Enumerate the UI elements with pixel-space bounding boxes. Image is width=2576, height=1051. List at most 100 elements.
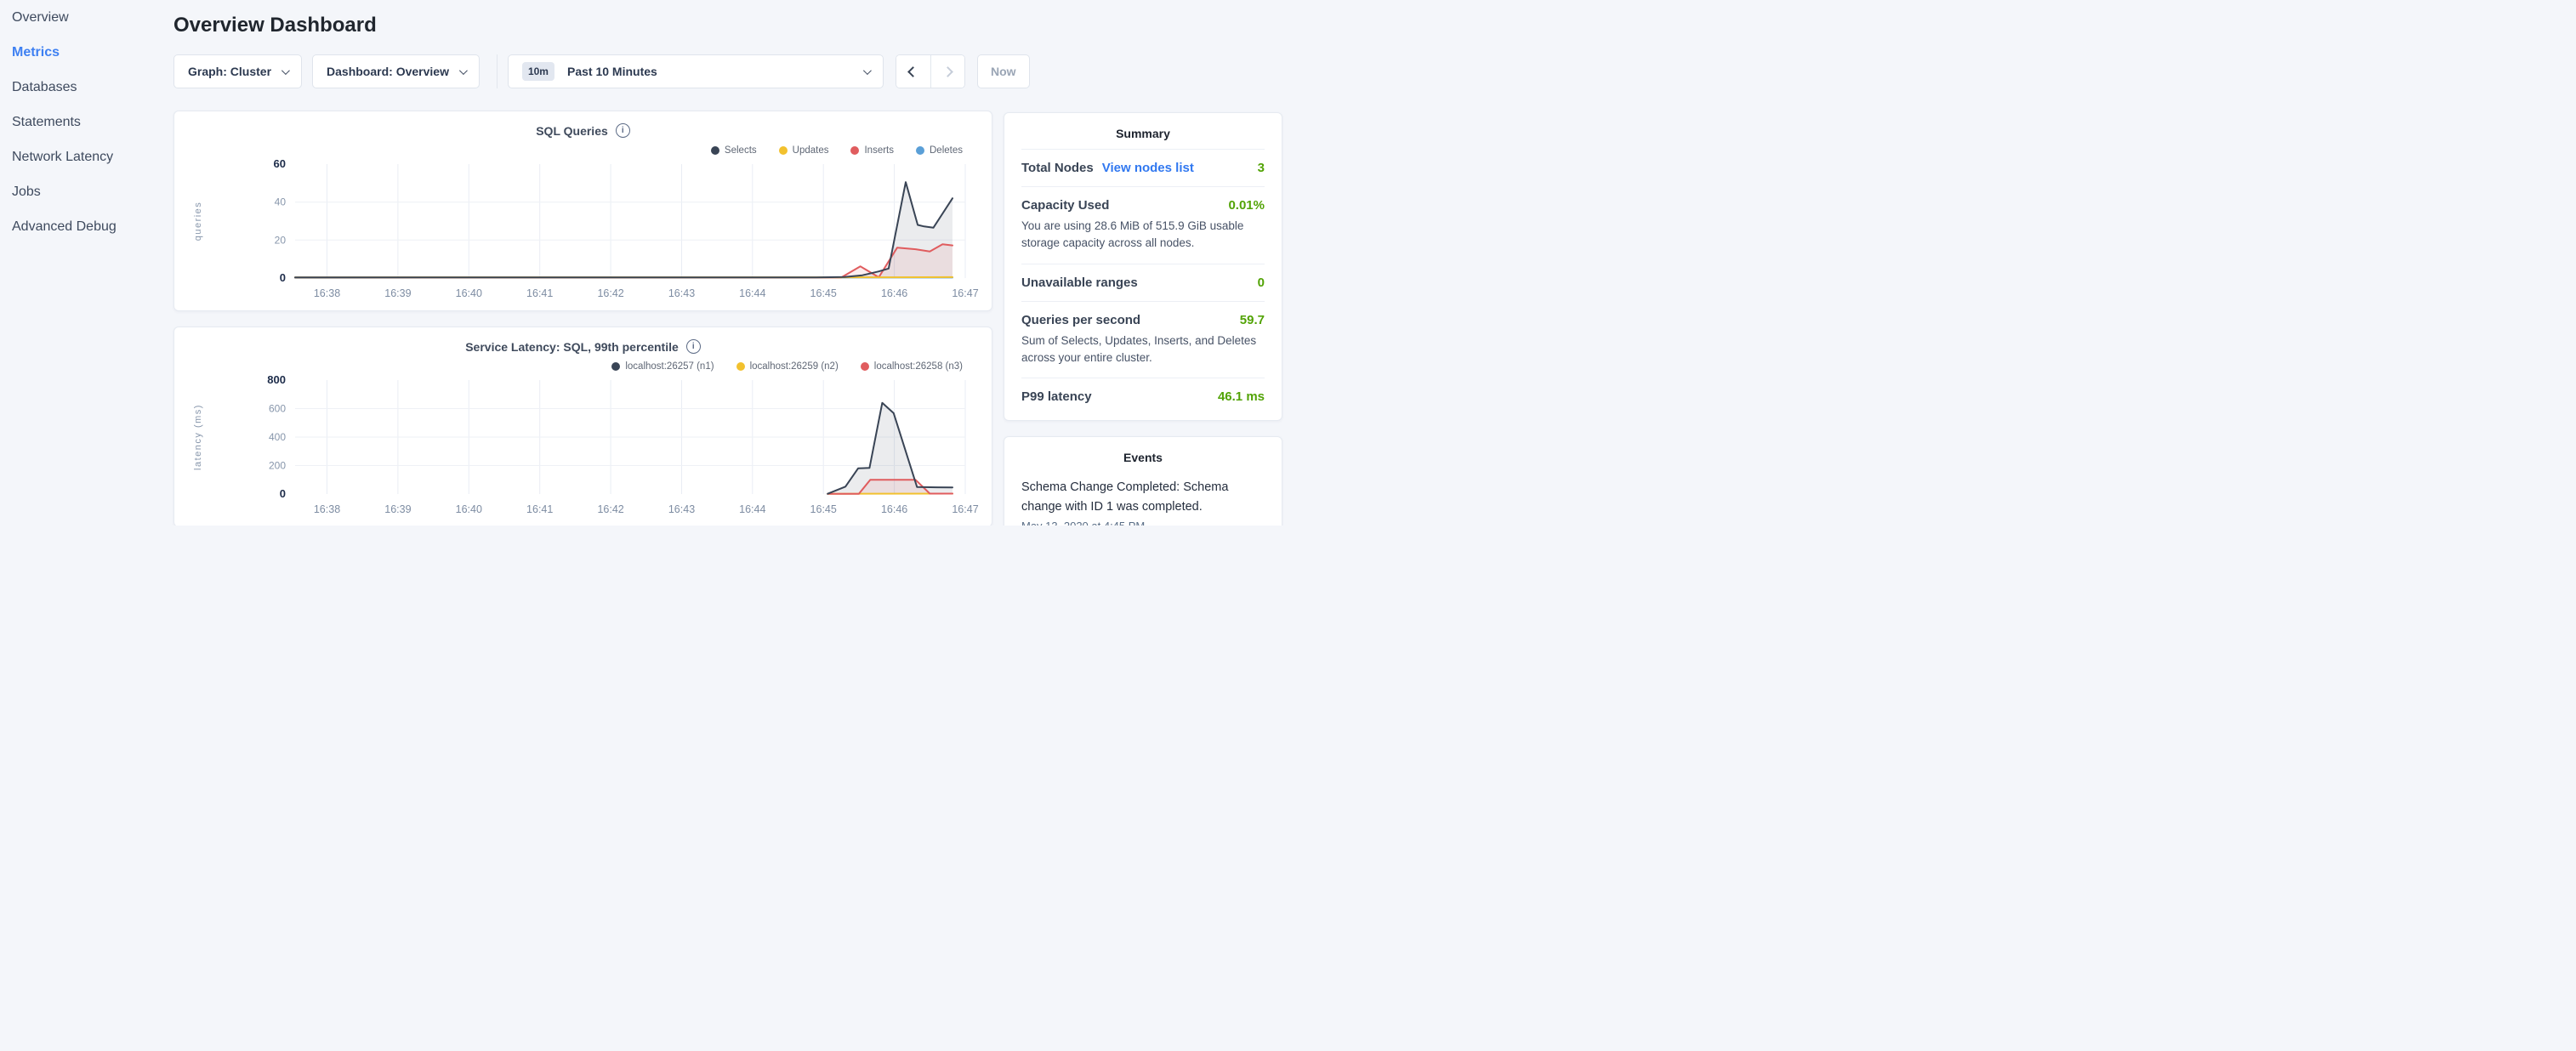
summary-description: You are using 28.6 MiB of 515.9 GiB usab… bbox=[1021, 218, 1265, 253]
svg-text:latency (ms): latency (ms) bbox=[193, 404, 203, 470]
charts-column: SQL Queries i SelectsUpdatesInsertsDelet… bbox=[173, 111, 992, 526]
view-nodes-list-link[interactable]: View nodes list bbox=[1102, 161, 1194, 175]
dashboard-dropdown[interactable]: Dashboard: Overview bbox=[312, 54, 480, 88]
svg-text:16:42: 16:42 bbox=[597, 287, 623, 299]
sidebar-item-metrics[interactable]: Metrics bbox=[12, 44, 173, 61]
graph-scope-dropdown[interactable]: Graph: Cluster bbox=[173, 54, 302, 88]
summary-row-queries-per-second: Queries per second 59.7 Sum of Selects, … bbox=[1021, 301, 1265, 378]
legend-label: localhost:26259 (n2) bbox=[750, 361, 839, 372]
content-row: SQL Queries i SelectsUpdatesInsertsDelet… bbox=[173, 111, 1288, 526]
svg-text:16:41: 16:41 bbox=[526, 287, 553, 299]
chart-plot-area[interactable]: 16:3816:3916:4016:4116:4216:4316:4416:45… bbox=[188, 157, 978, 305]
legend-dot-icon bbox=[711, 146, 719, 155]
legend-item[interactable]: localhost:26259 (n2) bbox=[736, 361, 839, 372]
svg-text:16:39: 16:39 bbox=[384, 503, 411, 515]
svg-text:16:40: 16:40 bbox=[456, 503, 482, 515]
sidebar-item-databases[interactable]: Databases bbox=[12, 79, 173, 96]
summary-description: Sum of Selects, Updates, Inserts, and De… bbox=[1021, 332, 1265, 367]
svg-text:16:41: 16:41 bbox=[526, 503, 553, 515]
chart-svg: 16:3816:3916:4016:4116:4216:4316:4416:45… bbox=[188, 157, 980, 305]
event-timestamp: May 13, 2020 at 4:45 PM bbox=[1021, 520, 1265, 526]
chevron-down-icon bbox=[281, 66, 290, 75]
legend-item[interactable]: Selects bbox=[711, 145, 757, 156]
summary-row-total-nodes: Total Nodes View nodes list 3 bbox=[1021, 149, 1265, 186]
legend-item[interactable]: Inserts bbox=[850, 145, 894, 156]
summary-row-p99-latency: P99 latency 46.1 ms bbox=[1021, 378, 1265, 415]
main-area: Overview Dashboard Graph: Cluster Dashbo… bbox=[173, 0, 1288, 526]
svg-text:400: 400 bbox=[269, 431, 286, 443]
sidebar-item-overview[interactable]: Overview bbox=[12, 9, 173, 26]
chevron-right-icon bbox=[942, 66, 953, 77]
chevron-left-icon bbox=[908, 66, 919, 77]
legend-item[interactable]: localhost:26258 (n3) bbox=[861, 361, 963, 372]
time-range-label: Past 10 Minutes bbox=[567, 65, 657, 78]
chart-title: Service Latency: SQL, 99th percentile bbox=[465, 340, 679, 354]
controls-divider bbox=[497, 54, 498, 88]
events-title: Events bbox=[1021, 451, 1265, 464]
app-root: Overview Metrics Databases Statements Ne… bbox=[0, 0, 1288, 526]
chart-plot-area[interactable]: 16:3816:3916:4016:4116:4216:4316:4416:45… bbox=[188, 373, 978, 521]
svg-text:16:43: 16:43 bbox=[668, 287, 695, 299]
summary-title: Summary bbox=[1021, 127, 1265, 140]
page-title: Overview Dashboard bbox=[173, 14, 1288, 37]
legend-dot-icon bbox=[850, 146, 859, 155]
sidebar: Overview Metrics Databases Statements Ne… bbox=[0, 0, 173, 526]
svg-text:16:44: 16:44 bbox=[739, 503, 765, 515]
info-icon[interactable]: i bbox=[616, 123, 630, 138]
legend-label: Updates bbox=[793, 145, 829, 156]
chevron-down-icon bbox=[863, 66, 872, 75]
now-button[interactable]: Now bbox=[977, 54, 1030, 88]
summary-label: Queries per second bbox=[1021, 313, 1140, 327]
legend-dot-icon bbox=[916, 146, 924, 155]
svg-text:200: 200 bbox=[269, 460, 286, 472]
legend-label: localhost:26258 (n3) bbox=[874, 361, 963, 372]
svg-text:0: 0 bbox=[280, 487, 286, 500]
sidebar-item-statements[interactable]: Statements bbox=[12, 114, 173, 131]
graph-scope-label: Graph: Cluster bbox=[188, 65, 271, 78]
svg-text:20: 20 bbox=[275, 234, 287, 246]
svg-text:16:46: 16:46 bbox=[881, 287, 907, 299]
chevron-down-icon bbox=[459, 66, 468, 75]
legend-item[interactable]: Deletes bbox=[916, 145, 963, 156]
time-range-badge: 10m bbox=[522, 62, 554, 81]
legend-item[interactable]: Updates bbox=[779, 145, 829, 156]
summary-value: 46.1 ms bbox=[1218, 389, 1265, 404]
summary-value: 0 bbox=[1258, 276, 1265, 290]
summary-row-unavailable-ranges: Unavailable ranges 0 bbox=[1021, 264, 1265, 301]
summary-value: 0.01% bbox=[1228, 198, 1265, 213]
controls-row: Graph: Cluster Dashboard: Overview 10m P… bbox=[173, 54, 1288, 88]
legend-dot-icon bbox=[779, 146, 788, 155]
summary-label: P99 latency bbox=[1021, 389, 1092, 404]
event-message[interactable]: Schema Change Completed: Schema change w… bbox=[1021, 478, 1265, 517]
summary-label: Unavailable ranges bbox=[1021, 276, 1138, 290]
legend-label: localhost:26257 (n1) bbox=[625, 361, 714, 372]
legend-label: Deletes bbox=[930, 145, 963, 156]
service-latency-chart-panel: Service Latency: SQL, 99th percentile i … bbox=[173, 327, 992, 526]
info-icon[interactable]: i bbox=[686, 339, 701, 354]
legend-label: Selects bbox=[725, 145, 757, 156]
events-panel: Events Schema Change Completed: Schema c… bbox=[1004, 436, 1282, 526]
right-column: Summary Total Nodes View nodes list 3 Ca… bbox=[1004, 111, 1282, 526]
sidebar-item-jobs[interactable]: Jobs bbox=[12, 184, 173, 201]
legend-item[interactable]: localhost:26257 (n1) bbox=[611, 361, 714, 372]
legend-dot-icon bbox=[861, 362, 869, 371]
summary-label: Total Nodes bbox=[1021, 161, 1094, 175]
svg-text:16:47: 16:47 bbox=[952, 503, 978, 515]
time-prev-button[interactable] bbox=[896, 55, 930, 88]
svg-text:600: 600 bbox=[269, 403, 286, 415]
time-next-button[interactable] bbox=[930, 55, 964, 88]
svg-text:0: 0 bbox=[280, 271, 286, 284]
svg-text:queries: queries bbox=[193, 202, 203, 241]
chart-legend: localhost:26257 (n1) localhost:26259 (n2)… bbox=[188, 361, 963, 372]
sidebar-item-network-latency[interactable]: Network Latency bbox=[12, 149, 173, 166]
svg-text:60: 60 bbox=[274, 157, 286, 170]
summary-panel: Summary Total Nodes View nodes list 3 Ca… bbox=[1004, 112, 1282, 421]
dashboard-label: Dashboard: Overview bbox=[327, 65, 449, 78]
time-range-dropdown[interactable]: 10m Past 10 Minutes bbox=[508, 54, 884, 88]
legend-dot-icon bbox=[611, 362, 620, 371]
svg-text:16:43: 16:43 bbox=[668, 503, 695, 515]
svg-text:16:45: 16:45 bbox=[810, 503, 837, 515]
svg-text:16:40: 16:40 bbox=[456, 287, 482, 299]
svg-text:16:38: 16:38 bbox=[314, 503, 340, 515]
sidebar-item-advanced-debug[interactable]: Advanced Debug bbox=[12, 219, 173, 236]
